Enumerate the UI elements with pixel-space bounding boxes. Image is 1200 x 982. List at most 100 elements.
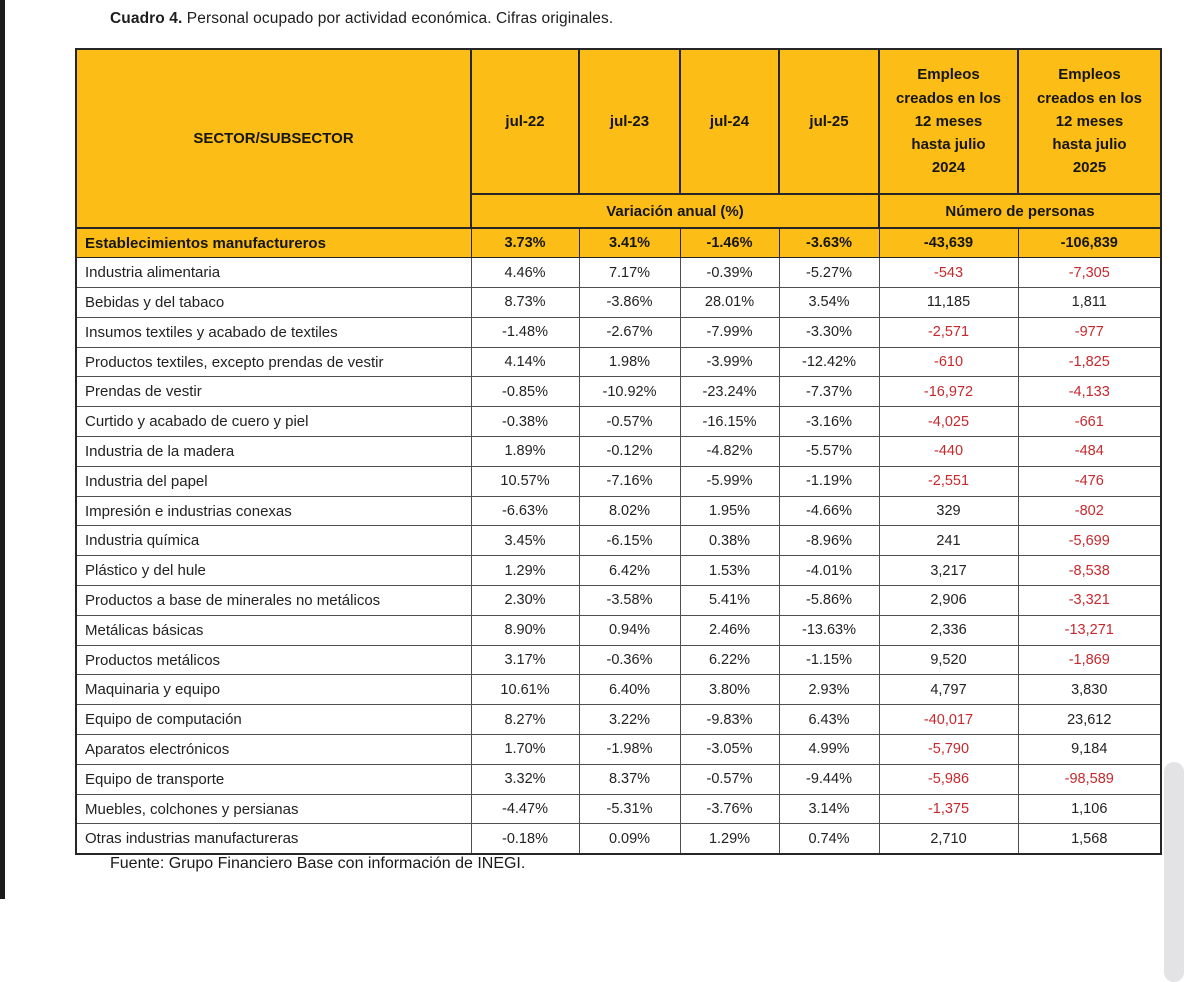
- pct-jul23-cell: 8.02%: [578, 495, 681, 527]
- table-row: Muebles, colchones y persianas -4.47% -5…: [75, 793, 1162, 825]
- total-jul25-cell: -3.63%: [778, 227, 880, 259]
- table-row: Industria de la madera 1.89% -0.12% -4.8…: [75, 436, 1162, 467]
- table-row: Aparatos electrónicos 1.70% -1.98% -3.05…: [75, 734, 1162, 765]
- jobs-2025-cell: -977: [1017, 316, 1162, 348]
- jobs-2025-cell: -13,271: [1017, 614, 1162, 646]
- jobs-2024-cell: 11,185: [878, 287, 1019, 318]
- pct-jul25-cell: -7.37%: [778, 376, 880, 408]
- sector-cell: Industria del papel: [75, 465, 472, 497]
- sector-cell: Productos a base de minerales no metálic…: [75, 585, 472, 616]
- jobs-2025-cell: -802: [1017, 495, 1162, 527]
- pct-jul25-cell: -4.66%: [778, 495, 880, 527]
- sector-cell: Otras industrias manufactureras: [75, 823, 472, 855]
- window-edge-strip: [0, 0, 5, 899]
- jobs-2024-cell: -2,571: [878, 316, 1019, 348]
- table-row: Productos metálicos 3.17% -0.36% 6.22% -…: [75, 644, 1162, 676]
- sector-cell: Equipo de transporte: [75, 763, 472, 795]
- sector-cell: Plástico y del hule: [75, 555, 472, 587]
- pct-jul22-cell: 1.70%: [470, 734, 580, 765]
- header-jobs-2025: Empleos creados en los 12 meses hasta ju…: [1017, 48, 1162, 195]
- pct-jul25-cell: -12.42%: [778, 346, 880, 378]
- pct-jul22-cell: -1.48%: [470, 316, 580, 348]
- table-row: Insumos textiles y acabado de textiles -…: [75, 316, 1162, 348]
- header-jul-24: jul-24: [679, 48, 780, 195]
- pct-jul25-cell: 3.14%: [778, 793, 880, 825]
- header-sector: SECTOR/SUBSECTOR: [75, 48, 472, 229]
- pct-jul22-cell: 8.27%: [470, 704, 580, 736]
- data-table: SECTOR/SUBSECTOR jul-22 jul-23 jul-24 ju…: [75, 48, 1162, 855]
- pct-jul22-cell: -0.85%: [470, 376, 580, 408]
- sector-cell: Maquinaria y equipo: [75, 674, 472, 706]
- pct-jul25-cell: -1.19%: [778, 465, 880, 497]
- header-jul-22: jul-22: [470, 48, 580, 195]
- jobs-2024-cell: 2,336: [878, 614, 1019, 646]
- sector-cell: Impresión e industrias conexas: [75, 495, 472, 527]
- jobs-2024-cell: -40,017: [878, 704, 1019, 736]
- table-header: SECTOR/SUBSECTOR jul-22 jul-23 jul-24 ju…: [75, 48, 1162, 229]
- pct-jul25-cell: 4.99%: [778, 734, 880, 765]
- jobs-2025-cell: -1,825: [1017, 346, 1162, 378]
- pct-jul23-cell: -0.36%: [578, 644, 681, 676]
- table-row: Equipo de transporte 3.32% 8.37% -0.57% …: [75, 763, 1162, 795]
- pct-jul24-cell: -0.57%: [679, 763, 780, 795]
- pct-jul24-cell: 1.29%: [679, 823, 780, 855]
- jobs-2025-cell: 1,811: [1017, 287, 1162, 318]
- pct-jul23-cell: -1.98%: [578, 734, 681, 765]
- pct-jul23-cell: 1.98%: [578, 346, 681, 378]
- pct-jul22-cell: 10.61%: [470, 674, 580, 706]
- pct-jul22-cell: -0.18%: [470, 823, 580, 855]
- jobs-2024-cell: -440: [878, 436, 1019, 467]
- pct-jul23-cell: 7.17%: [578, 257, 681, 289]
- pct-jul24-cell: 2.46%: [679, 614, 780, 646]
- jobs-2024-cell: -610: [878, 346, 1019, 378]
- table-title-text: Personal ocupado por actividad económica…: [182, 10, 614, 27]
- sector-cell: Industria alimentaria: [75, 257, 472, 289]
- vertical-scrollbar-thumb[interactable]: [1164, 762, 1184, 982]
- pct-jul22-cell: -6.63%: [470, 495, 580, 527]
- table-row: Equipo de computación 8.27% 3.22% -9.83%…: [75, 704, 1162, 736]
- sector-cell: Muebles, colchones y persianas: [75, 793, 472, 825]
- table-row: Bebidas y del tabaco 8.73% -3.86% 28.01%…: [75, 287, 1162, 318]
- pct-jul25-cell: 2.93%: [778, 674, 880, 706]
- total-jobs-2024-cell: -43,639: [878, 227, 1019, 259]
- table-row: Metálicas básicas 8.90% 0.94% 2.46% -13.…: [75, 614, 1162, 646]
- pct-jul22-cell: 4.14%: [470, 346, 580, 378]
- pct-jul25-cell: -3.16%: [778, 406, 880, 438]
- header-row-2: Variación anual (%) Número de personas: [76, 193, 1162, 229]
- jobs-2024-cell: 2,710: [878, 823, 1019, 855]
- sector-cell: Bebidas y del tabaco: [75, 287, 472, 318]
- table-row: Plástico y del hule 1.29% 6.42% 1.53% -4…: [75, 555, 1162, 587]
- pct-jul22-cell: 2.30%: [470, 585, 580, 616]
- table-row: Impresión e industrias conexas -6.63% 8.…: [75, 495, 1162, 527]
- jobs-2024-cell: 3,217: [878, 555, 1019, 587]
- pct-jul24-cell: -3.05%: [679, 734, 780, 765]
- table-body: Establecimientos manufactureros 3.73% 3.…: [75, 227, 1162, 855]
- pct-jul24-cell: 0.38%: [679, 525, 780, 557]
- pct-jul23-cell: 3.22%: [578, 704, 681, 736]
- pct-jul24-cell: -16.15%: [679, 406, 780, 438]
- total-jul24-cell: -1.46%: [679, 227, 780, 259]
- pct-jul24-cell: -7.99%: [679, 316, 780, 348]
- pct-jul23-cell: 6.42%: [578, 555, 681, 587]
- table-row: Productos textiles, excepto prendas de v…: [75, 346, 1162, 378]
- sector-cell: Insumos textiles y acabado de textiles: [75, 316, 472, 348]
- pct-jul24-cell: 28.01%: [679, 287, 780, 318]
- pct-jul23-cell: -3.58%: [578, 585, 681, 616]
- jobs-2024-cell: -16,972: [878, 376, 1019, 408]
- pct-jul23-cell: -5.31%: [578, 793, 681, 825]
- total-jul23-cell: 3.41%: [578, 227, 681, 259]
- pct-jul23-cell: -3.86%: [578, 287, 681, 318]
- pct-jul25-cell: -4.01%: [778, 555, 880, 587]
- total-sector-cell: Establecimientos manufactureros: [75, 227, 472, 259]
- pct-jul25-cell: 3.54%: [778, 287, 880, 318]
- header-persons-label: Número de personas: [878, 193, 1162, 229]
- table-row: Otras industrias manufactureras -0.18% 0…: [75, 823, 1162, 855]
- jobs-2024-cell: 329: [878, 495, 1019, 527]
- pct-jul25-cell: -5.27%: [778, 257, 880, 289]
- pct-jul25-cell: -13.63%: [778, 614, 880, 646]
- jobs-2024-cell: 4,797: [878, 674, 1019, 706]
- header-row-1: SECTOR/SUBSECTOR jul-22 jul-23 jul-24 ju…: [75, 48, 1162, 229]
- jobs-2024-cell: 2,906: [878, 585, 1019, 616]
- pct-jul22-cell: 4.46%: [470, 257, 580, 289]
- pct-jul25-cell: -3.30%: [778, 316, 880, 348]
